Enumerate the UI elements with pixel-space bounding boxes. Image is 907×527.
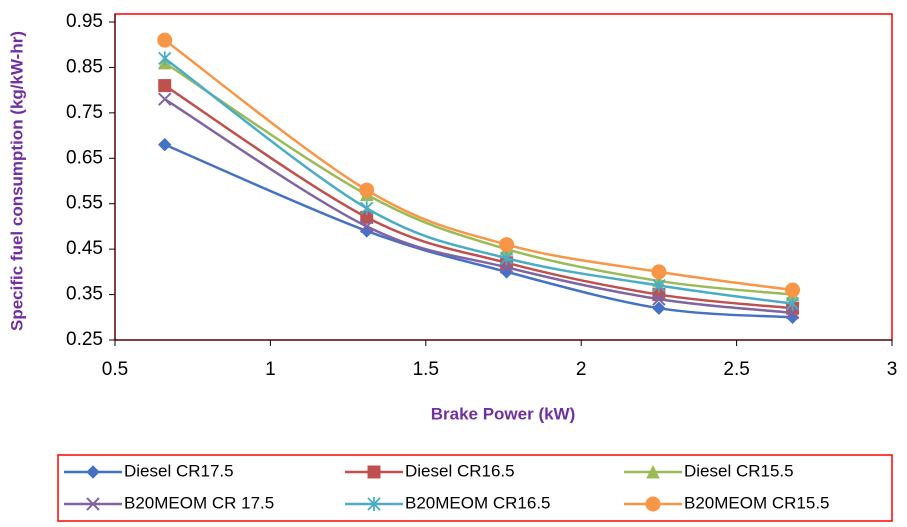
legend-entry: B20MEOM CR15.5 <box>624 493 830 512</box>
series-line <box>164 61 793 296</box>
series-line <box>164 84 793 310</box>
y-tick-label: 0.85 <box>66 56 103 77</box>
marker <box>499 251 514 266</box>
x-tick-label: 0.5 <box>102 359 128 380</box>
legend-entry: Diesel CR17.5 <box>64 461 234 480</box>
x-tick-label: 2 <box>576 359 587 380</box>
legend-label: B20MEOM CR 17.5 <box>124 493 274 512</box>
marker <box>652 278 666 293</box>
marker <box>652 301 666 315</box>
marker <box>359 182 375 198</box>
series-line <box>163 39 793 292</box>
y-tick-label: 0.75 <box>66 102 103 123</box>
legend-label: B20MEOM CR15.5 <box>684 493 830 512</box>
marker <box>651 264 667 280</box>
x-tick-label: 1.5 <box>413 359 439 380</box>
legend-frame <box>57 454 893 522</box>
marker <box>785 282 801 298</box>
x-tick-label: 2.5 <box>723 359 749 380</box>
legend-entry: B20MEOM CR 17.5 <box>64 493 274 512</box>
marker <box>86 497 100 511</box>
y-tick-label: 0.55 <box>66 193 103 214</box>
x-axis-title: Brake Power (kW) <box>431 404 576 423</box>
legend-entry: Diesel CR15.5 <box>624 461 794 480</box>
marker <box>158 92 172 106</box>
x-tick-label: 1 <box>265 359 276 380</box>
legend-label: B20MEOM CR16.5 <box>405 493 551 512</box>
series-line <box>163 57 793 305</box>
marker <box>157 32 173 48</box>
legend-entry: B20MEOM CR16.5 <box>345 493 551 512</box>
marker <box>499 237 515 253</box>
marker <box>360 219 374 234</box>
marker <box>86 465 100 479</box>
marker <box>367 497 381 511</box>
marker <box>652 292 666 306</box>
legend-label: Diesel CR15.5 <box>684 461 794 480</box>
legend-label: Diesel CR17.5 <box>124 461 234 480</box>
y-tick-label: 0.95 <box>66 11 103 32</box>
y-axis-title: Specific fuel consumption (kg/kW-hr) <box>7 31 26 331</box>
marker <box>158 51 172 66</box>
marker <box>645 496 661 512</box>
marker <box>367 465 381 479</box>
marker <box>646 464 660 479</box>
y-tick-label: 0.65 <box>66 147 103 168</box>
plot-frame <box>114 13 893 341</box>
marker <box>158 79 172 93</box>
y-tick-label: 0.35 <box>66 284 103 305</box>
x-tick-label: 3 <box>887 359 898 380</box>
y-tick-label: 0.45 <box>66 238 103 259</box>
series-line <box>164 143 793 319</box>
legend-entry: Diesel CR16.5 <box>345 461 515 480</box>
legend-label: Diesel CR16.5 <box>405 461 515 480</box>
marker <box>785 296 800 311</box>
y-tick-label: 0.25 <box>66 329 103 350</box>
marker <box>360 201 374 216</box>
marker <box>158 137 172 152</box>
series-line <box>164 98 793 314</box>
